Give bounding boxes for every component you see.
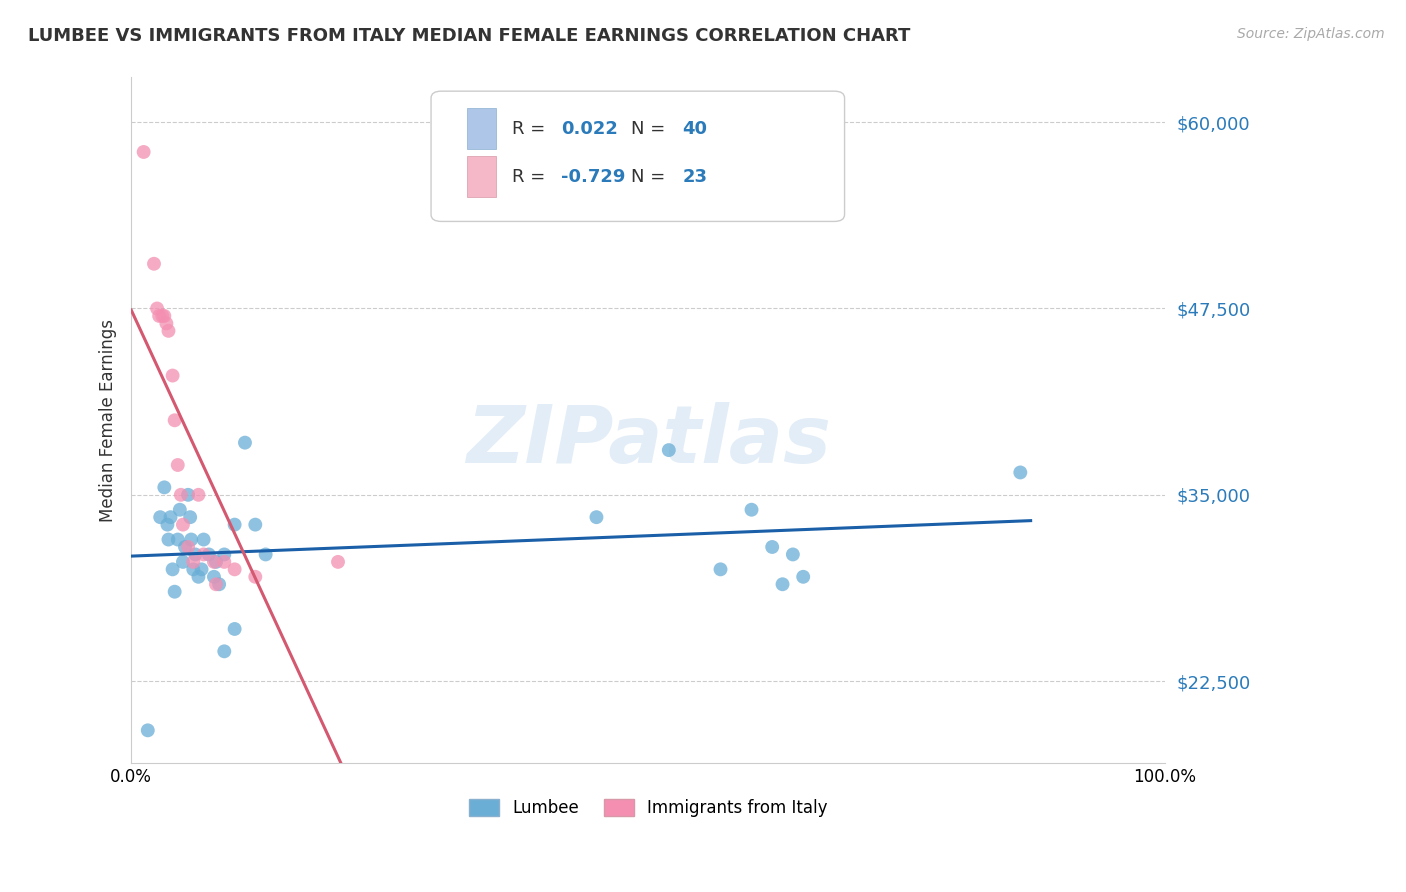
Point [224,562,246,576]
Point [792,570,814,584]
Text: 40: 40 [682,120,707,138]
Point [254,548,277,562]
Point [177,488,200,502]
FancyBboxPatch shape [467,108,496,150]
Point [157,533,180,547]
Point [205,577,228,591]
Text: -0.729: -0.729 [561,168,626,186]
Point [172,555,194,569]
Point [162,368,184,383]
Text: ZIPatlas: ZIPatlas [465,402,831,480]
Point [205,555,228,569]
Text: 23: 23 [682,168,707,186]
Point [159,510,181,524]
Point [155,317,177,331]
Point [214,644,236,658]
Text: N =: N = [630,168,671,186]
Point [153,309,176,323]
Point [170,488,193,502]
Point [174,540,197,554]
Text: LUMBEE VS IMMIGRANTS FROM ITALY MEDIAN FEMALE EARNINGS CORRELATION CHART: LUMBEE VS IMMIGRANTS FROM ITALY MEDIAN F… [28,27,911,45]
Text: R =: R = [512,120,551,138]
Point [169,502,191,516]
Point [193,533,215,547]
Point [181,562,204,576]
Point [148,309,170,323]
Point [193,548,215,562]
Point [761,540,783,554]
Point [585,510,607,524]
Point [156,517,179,532]
Text: R =: R = [512,168,551,186]
Point [150,309,173,323]
Point [245,570,267,584]
Point [245,517,267,532]
Point [208,577,231,591]
Point [741,502,763,516]
Point [136,723,159,738]
Point [326,555,349,569]
Point [162,562,184,576]
Point [782,548,804,562]
Point [224,517,246,532]
Point [157,324,180,338]
Point [772,577,794,591]
Y-axis label: Median Female Earnings: Median Female Earnings [100,318,117,522]
Point [214,555,236,569]
Point [658,443,681,458]
Point [146,301,169,316]
Point [187,570,209,584]
Point [172,517,194,532]
Point [149,510,172,524]
Point [166,533,188,547]
Point [179,510,201,524]
Legend: Lumbee, Immigrants from Italy: Lumbee, Immigrants from Italy [463,792,834,823]
FancyBboxPatch shape [467,156,496,197]
Point [181,555,204,569]
Point [180,533,202,547]
Text: 0.022: 0.022 [561,120,619,138]
Point [1010,466,1032,480]
Point [233,435,256,450]
FancyBboxPatch shape [432,91,845,221]
Point [132,145,155,159]
Point [197,548,219,562]
Point [163,584,186,599]
Point [224,622,246,636]
Point [190,562,212,576]
Point [709,562,731,576]
Text: Source: ZipAtlas.com: Source: ZipAtlas.com [1237,27,1385,41]
Point [202,555,225,569]
Point [184,548,207,562]
Point [214,548,236,562]
Point [166,458,188,472]
Point [177,540,200,554]
Point [153,480,176,494]
Point [202,570,225,584]
Point [187,488,209,502]
Point [143,257,166,271]
Text: N =: N = [630,120,671,138]
Point [163,413,186,427]
